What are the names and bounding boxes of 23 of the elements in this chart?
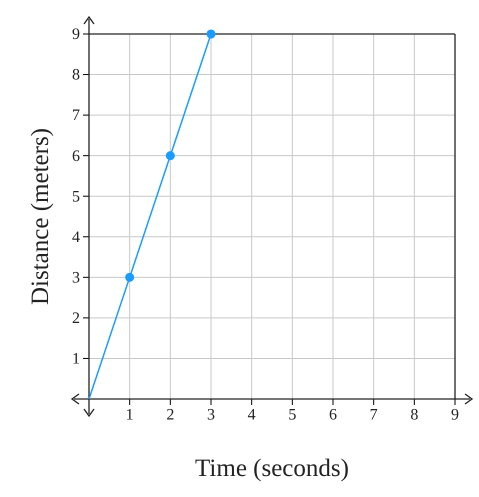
x-tick-label: 9	[451, 406, 459, 424]
y-tick-label: 9	[72, 26, 80, 44]
y-axis-title: Distance (meters)	[27, 128, 54, 306]
y-tick-label: 4	[72, 228, 80, 246]
y-tick-label: 3	[72, 269, 80, 286]
x-tick-label: 3	[207, 406, 215, 424]
y-tick-label: 7	[72, 107, 80, 124]
point	[206, 29, 216, 39]
y-tick-label: 8	[72, 66, 80, 84]
point	[125, 272, 134, 282]
x-tick-label: 6	[329, 406, 337, 424]
y-tick-label: 2	[72, 310, 80, 328]
point	[166, 151, 175, 160]
x-tick-label: 8	[410, 406, 418, 424]
x-axis-title: Time (seconds)	[195, 455, 349, 482]
x-tick-label: 2	[166, 406, 174, 424]
x-tick-label: 7	[370, 406, 378, 424]
x-tick-label: 1	[126, 406, 134, 424]
x-tick-label: 4	[248, 406, 256, 424]
y-tick-label: 5	[72, 188, 80, 206]
y-tick-label: 6	[72, 148, 80, 165]
x-tick-label: 5	[288, 406, 296, 424]
y-tick-label: 1	[72, 350, 80, 368]
